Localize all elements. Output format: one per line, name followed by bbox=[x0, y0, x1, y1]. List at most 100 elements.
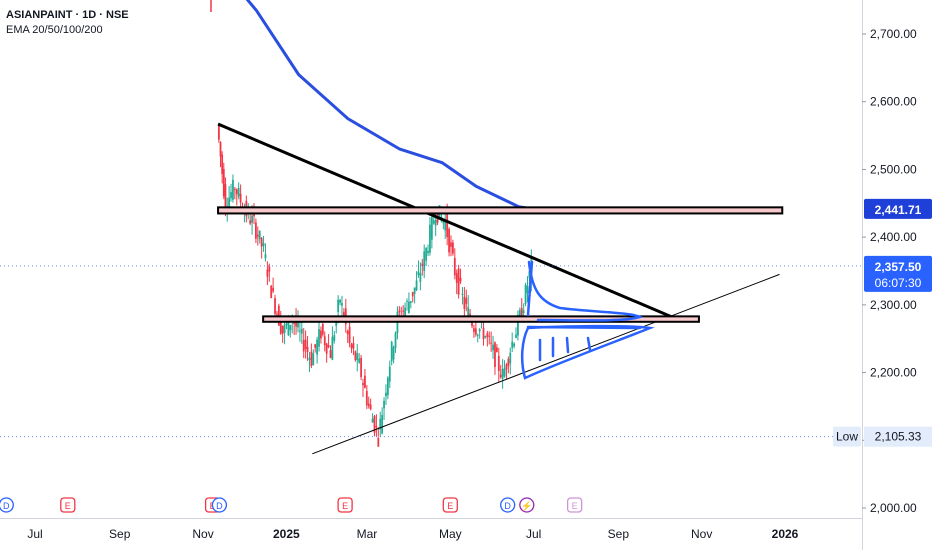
candle-body bbox=[461, 293, 464, 295]
event-marker[interactable]: D bbox=[500, 497, 516, 513]
event-marker-box bbox=[60, 497, 76, 513]
event-marker-letter: E bbox=[342, 501, 348, 511]
x-tick-label: Nov bbox=[192, 527, 213, 541]
candle-body bbox=[474, 328, 477, 335]
event-marker-box bbox=[566, 497, 583, 513]
candle-body bbox=[260, 238, 263, 247]
event-marker[interactable]: E bbox=[60, 497, 76, 513]
candle-body bbox=[371, 418, 374, 423]
candle-body bbox=[505, 364, 508, 370]
sketch-upper bbox=[527, 260, 644, 322]
event-marker[interactable]: E bbox=[337, 497, 353, 513]
candle-body bbox=[356, 353, 359, 361]
ema-line bbox=[245, 0, 533, 211]
event-marker-letter: D bbox=[504, 501, 511, 511]
candle-body bbox=[476, 334, 479, 336]
candle-body bbox=[219, 142, 222, 157]
candle-body bbox=[224, 184, 227, 211]
candle-body bbox=[232, 179, 234, 200]
low-label-bg bbox=[833, 426, 861, 447]
candle-body bbox=[421, 263, 424, 266]
candle-body bbox=[354, 351, 357, 361]
event-marker[interactable]: D bbox=[211, 497, 228, 513]
event-marker[interactable]: ⚡ bbox=[519, 497, 535, 513]
candle-body bbox=[398, 310, 401, 313]
candle-body bbox=[417, 271, 420, 276]
candle-body bbox=[451, 242, 454, 254]
candle-body bbox=[233, 188, 236, 190]
candles bbox=[210, 0, 533, 447]
candle-body bbox=[258, 230, 261, 240]
candle-body bbox=[295, 319, 297, 327]
candle-body bbox=[501, 368, 504, 379]
candle-body bbox=[463, 296, 466, 310]
candle-body bbox=[217, 125, 220, 140]
candle-body bbox=[320, 330, 322, 339]
candle-body bbox=[499, 374, 502, 378]
candle-body bbox=[302, 339, 305, 352]
event-marker-letter: D bbox=[216, 501, 223, 511]
x-tick-label: Jul bbox=[526, 527, 541, 541]
candle-body bbox=[492, 344, 494, 351]
candle-body bbox=[427, 250, 429, 254]
candle-body bbox=[526, 285, 529, 294]
candle-body bbox=[360, 357, 362, 378]
chart-legend: ASIANPAINT · 1D · NSE EMA 20/50/100/200 bbox=[6, 8, 129, 38]
candle-body bbox=[325, 343, 328, 354]
candle-body bbox=[515, 334, 517, 339]
candle-body bbox=[442, 221, 445, 224]
candle-body bbox=[473, 328, 475, 332]
candle-body bbox=[339, 299, 341, 303]
x-tick-label: Mar bbox=[357, 527, 378, 541]
candle-body bbox=[522, 310, 525, 314]
candle-body bbox=[509, 352, 512, 364]
price-zone bbox=[262, 315, 700, 323]
candle-body bbox=[352, 342, 355, 349]
symbol-label[interactable]: ASIANPAINT · 1D · NSE bbox=[6, 9, 129, 21]
candle-body bbox=[314, 344, 317, 348]
candle-body bbox=[251, 215, 253, 223]
candle-body bbox=[316, 339, 319, 355]
candle-body bbox=[373, 416, 376, 433]
candle-body bbox=[364, 375, 366, 388]
candle-body bbox=[457, 268, 460, 295]
event-marker[interactable]: D bbox=[0, 497, 14, 513]
event-marker-circle bbox=[519, 497, 535, 513]
low-price-tag-text: 2,105.33 bbox=[875, 430, 922, 444]
candle-body bbox=[436, 206, 439, 223]
candle-body bbox=[385, 392, 387, 397]
candle-body bbox=[283, 324, 286, 333]
candle-body bbox=[415, 280, 418, 291]
candle-body bbox=[392, 347, 395, 360]
candle-body bbox=[310, 351, 313, 367]
candle-body bbox=[358, 358, 361, 363]
event-marker-box bbox=[442, 497, 458, 513]
candle-body bbox=[230, 192, 232, 199]
candle-body bbox=[276, 313, 278, 315]
event-marker-letter: ⚡ bbox=[521, 500, 532, 512]
candle-body bbox=[375, 425, 378, 428]
x-tick-label: Jul bbox=[27, 527, 42, 541]
candle-body bbox=[494, 342, 496, 368]
last-price-tag-text: 06:07:30 bbox=[875, 276, 922, 290]
candle-body bbox=[272, 287, 275, 292]
trendline bbox=[312, 273, 780, 455]
indicator-label[interactable]: EMA 20/50/100/200 bbox=[6, 24, 103, 36]
candle-body bbox=[394, 332, 397, 348]
candle-body bbox=[321, 323, 324, 335]
candle-body bbox=[482, 327, 485, 340]
candle-body bbox=[298, 330, 301, 332]
y-tick-label: 2,700.00 bbox=[870, 27, 917, 41]
event-marker[interactable]: E bbox=[442, 497, 458, 513]
y-tick-label: 2,200.00 bbox=[870, 366, 917, 380]
candle-body bbox=[235, 189, 238, 195]
event-marker[interactable]: E bbox=[566, 497, 583, 513]
candle-body bbox=[300, 328, 303, 334]
plot-area bbox=[0, 0, 862, 518]
candle-body bbox=[297, 321, 299, 328]
candle-body bbox=[446, 214, 449, 238]
candle-body bbox=[513, 343, 515, 347]
candle-body bbox=[528, 271, 531, 279]
candle-body bbox=[333, 335, 336, 341]
